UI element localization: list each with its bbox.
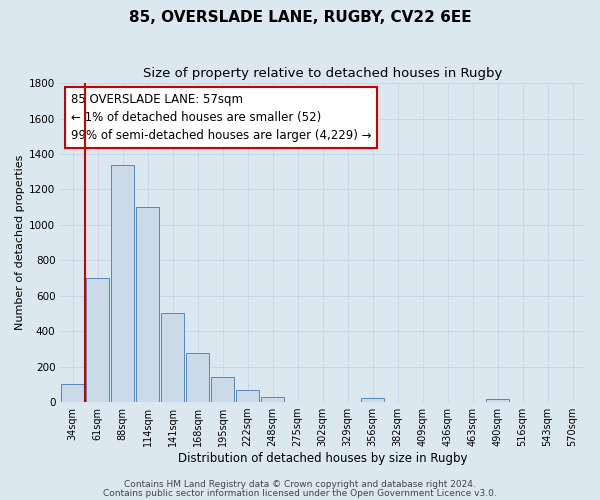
Bar: [486, 400, 509, 402]
Bar: [111, 164, 134, 402]
Bar: [261, 397, 284, 402]
Bar: [236, 390, 259, 402]
Y-axis label: Number of detached properties: Number of detached properties: [15, 155, 25, 330]
Text: Contains HM Land Registry data © Crown copyright and database right 2024.: Contains HM Land Registry data © Crown c…: [124, 480, 476, 489]
Title: Size of property relative to detached houses in Rugby: Size of property relative to detached ho…: [143, 68, 502, 80]
Bar: [136, 207, 159, 402]
Bar: [61, 384, 84, 402]
Bar: [86, 278, 109, 402]
Bar: [361, 398, 384, 402]
X-axis label: Distribution of detached houses by size in Rugby: Distribution of detached houses by size …: [178, 452, 467, 465]
Bar: [211, 378, 234, 402]
Bar: [161, 314, 184, 402]
Text: Contains public sector information licensed under the Open Government Licence v3: Contains public sector information licen…: [103, 488, 497, 498]
Text: 85 OVERSLADE LANE: 57sqm
← 1% of detached houses are smaller (52)
99% of semi-de: 85 OVERSLADE LANE: 57sqm ← 1% of detache…: [71, 92, 371, 142]
Text: 85, OVERSLADE LANE, RUGBY, CV22 6EE: 85, OVERSLADE LANE, RUGBY, CV22 6EE: [128, 10, 472, 25]
Bar: [186, 354, 209, 402]
